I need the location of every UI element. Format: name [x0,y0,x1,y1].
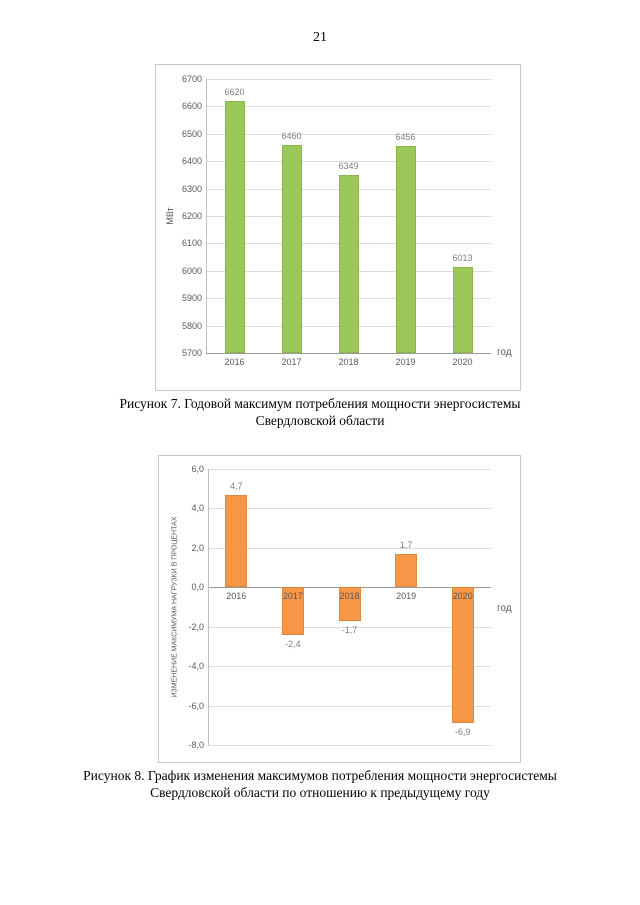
value-label-2016: 6620 [224,86,245,97]
figure7-caption-line1: Рисунок 7. Годовой максимум потребления … [119,396,521,411]
bar-2016 [224,100,245,353]
figure8-caption-line2: Свердловской области по отношению к пред… [150,784,490,800]
bar-2017 [281,587,304,635]
gridline-7 [208,745,491,746]
category-label-2017: 2017 [282,591,303,602]
figure7-bar-chart: 6620 2016 6460 2017 6349 2018 6456 2019 6013 2020… [155,64,521,391]
bar-2019 [395,553,418,588]
gridline-4 [208,626,491,628]
value-label-2018: 6349 [338,161,359,172]
y-tick-label-2: 2,0 [191,542,204,553]
figure8-caption-line1: Рисунок 8. График изменения максимумов п… [83,768,557,783]
value-label-2020: 6013 [452,253,473,264]
value-label-2019: 6456 [395,131,416,142]
gridline-2 [206,133,491,135]
bar-2018 [338,587,361,621]
x-axis-title: год [497,603,512,614]
figure7-caption-line2: Свердловской области [255,412,385,428]
y-axis-line [206,79,207,353]
y-axis-title: МВт [165,207,175,225]
y-tick-label-6: -6,0 [188,700,204,711]
category-label-2017: 2017 [281,357,302,367]
value-label-2018: -1,7 [341,624,358,635]
y-tick-label-3: 6400 [181,156,202,167]
y-tick-label-10: 5700 [181,348,202,358]
gridline-1 [208,508,491,510]
figure8-caption: Рисунок 8. График изменения максимумов п… [0,768,640,802]
gridline-0 [206,79,491,80]
y-axis-title: ИЗМЕНЕНИЕ МАКСИМУМА НАГРУЗКИ В ПРОЦЕНТАХ [171,516,179,698]
y-tick-label-0: 6,0 [191,464,204,474]
category-label-2019: 2019 [395,357,416,367]
gridline-5 [208,666,491,668]
bar-2017 [281,144,302,353]
y-tick-label-5: -4,0 [188,661,204,672]
y-tick-label-9: 5800 [181,320,202,331]
bar-2020 [451,587,474,724]
gridline-6 [208,705,491,707]
category-label-2016: 2016 [226,591,247,602]
y-tick-label-2: 6500 [181,128,202,139]
category-label-2018: 2018 [339,591,360,602]
plot-area: 6620 2016 6460 2017 6349 2018 6456 2019 6013 2020 [206,79,491,367]
y-tick-label-5: 6200 [181,211,202,221]
value-label-2016: 4,7 [230,480,243,491]
y-axis-line [208,469,209,745]
y-tick-label-1: 6600 [181,101,202,112]
category-label-2020: 2020 [452,357,473,367]
category-label-2018: 2018 [338,357,359,367]
category-label-2019: 2019 [396,591,417,602]
value-label-2017: 6460 [281,130,302,141]
y-tick-label-8: 5900 [181,293,202,304]
bar-2018 [338,175,359,353]
y-tick-label-4: -2,0 [188,621,204,632]
bar-2019 [395,145,416,353]
page-number: 21 [313,30,327,45]
y-tick-label-7: 6000 [181,265,202,276]
gridline-3 [206,161,491,163]
value-label-2017: -2,4 [285,638,301,649]
y-tick-label-0: 6700 [181,74,202,84]
category-label-2016: 2016 [224,357,245,367]
figure7-caption: Рисунок 7. Годовой максимум потребления … [0,396,640,430]
value-label-2020: -6,9 [454,727,471,738]
category-label-2020: 2020 [452,591,473,602]
y-tick-label-4: 6300 [181,183,202,194]
gridline-10 [206,353,491,354]
y-tick-label-3: 0,0 [191,582,204,593]
value-label-2019: 1,7 [399,539,413,550]
x-axis-title: год [497,347,512,358]
bar-2020 [452,267,473,353]
gridline-0 [208,469,491,470]
gridline-1 [206,106,491,108]
gridline-2 [208,547,491,549]
y-tick-label-1: 4,0 [191,503,204,514]
y-tick-label-6: 6100 [181,238,202,249]
plot-area: 4,7 2016 -2,4 2017 -1,7 2018 1,7 2019 -6,9 2020 [208,469,491,746]
figure8-bar-chart: 4,7 2016 -2,4 2017 -1,7 2018 1,7 2019 -6,9 2020 6,… [158,455,521,763]
y-tick-label-7: -8,0 [188,740,204,750]
bar-2016 [225,494,248,588]
